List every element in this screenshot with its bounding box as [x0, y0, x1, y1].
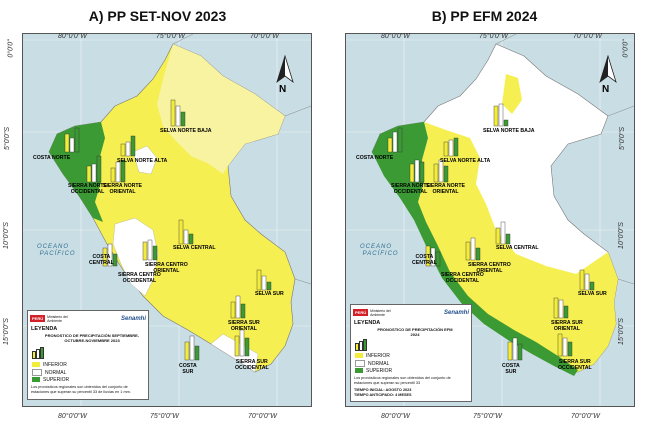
- label-sierra-sur-occidental: SIERRA SUR OCCIDENTAL: [558, 359, 592, 371]
- north-label: N: [602, 84, 610, 95]
- legend-title: LEYENDA: [354, 320, 381, 326]
- label-sierra-sur-occidental: SIERRA SUR OCCIDENTAL: [235, 359, 269, 371]
- label-costa-central: COSTA CENTRAL: [412, 254, 437, 266]
- label-sierra-norte-oriental: SIERRA NORTE ORIENTAL: [426, 183, 466, 195]
- lon-label-top: 70°0'0"W: [573, 33, 602, 40]
- panel-b: B) PP EFM 2024: [327, 0, 642, 437]
- lon-label-top: 80°0'0"W: [58, 33, 87, 40]
- forecast-bars: [64, 99, 272, 361]
- legend: PERÚ Ministerio del Ambiente Senamhi LEY…: [27, 310, 149, 400]
- label-costa-sur: COSTA SUR: [502, 363, 520, 375]
- label-sierra-centro-occidental: SIERRA CENTRO OCCIDENTAL: [118, 272, 161, 284]
- label-sierra-centro-oriental: SIERRA CENTRO ORIENTAL: [468, 262, 511, 274]
- panel-title: B) PP EFM 2024: [431, 8, 538, 24]
- lat-label: 15°0'0"S: [617, 318, 625, 345]
- label-costa-norte: COSTA NORTE: [33, 155, 71, 161]
- peru-logo: PERÚ: [30, 315, 46, 322]
- map-frame: SELVA NORTE BAJA COSTA NORTE SELVA NORTE…: [22, 33, 312, 407]
- lon-label-bottom: 75°0'0"W: [473, 413, 502, 420]
- lat-label: 0°0'0": [622, 39, 630, 58]
- senamhi-logo: Senamhi: [443, 309, 469, 316]
- map-frame: SELVA NORTE BAJA COSTA NORTE SELVA NORTE…: [345, 33, 635, 407]
- label-costa-central: COSTA CENTRAL: [89, 254, 114, 266]
- label-sierra-centro-oriental: SIERRA CENTRO ORIENTAL: [145, 262, 188, 274]
- label-selva-norte-alta: SELVA NORTE ALTA: [440, 158, 491, 164]
- legend-bars-icon: [355, 339, 367, 353]
- lon-label-bottom: 75°0'0"W: [150, 413, 179, 420]
- lon-label-bottom: 80°0'0"W: [58, 413, 87, 420]
- legend-title: LEYENDA: [31, 326, 58, 332]
- legend-note: Los pronósticos regionales son obtenidos…: [31, 385, 131, 394]
- superior-coast-north: [49, 122, 105, 222]
- label-sierra-sur-oriental: SIERRA SUR ORIENTAL: [551, 320, 583, 332]
- legend-note: Los pronósticos regionales son obtenidos…: [354, 376, 451, 385]
- logo-strip: PERÚ Ministerio del Ambiente Senamhi: [30, 313, 146, 324]
- lon-label-top: 75°0'0"W: [156, 33, 185, 40]
- lon-label-bottom: 70°0'0"W: [571, 413, 600, 420]
- north-arrow-icon: [599, 54, 617, 84]
- lon-label-top: 70°0'0"W: [250, 33, 279, 40]
- label-selva-central: SELVA CENTRAL: [496, 245, 539, 251]
- north-arrow-icon: [276, 54, 294, 84]
- lon-label-top: 80°0'0"W: [381, 33, 410, 40]
- panel-a: A) PP SET-NOV 2023: [0, 0, 315, 437]
- label-sierra-norte-occidental: SIERRA NORTE OCCIDENTAL: [391, 183, 431, 195]
- lat-label: 5°0'0"S: [3, 127, 11, 150]
- legend-bars-icon: [32, 347, 44, 361]
- lon-label-bottom: 70°0'0"W: [248, 413, 277, 420]
- senamhi-logo: Senamhi: [120, 315, 146, 322]
- peru-map: [23, 34, 311, 406]
- lon-label-top: 75°0'0"W: [479, 33, 508, 40]
- label-selva-norte-alta: SELVA NORTE ALTA: [117, 158, 168, 164]
- superior-coast: [372, 122, 578, 376]
- north-label: N: [279, 84, 287, 95]
- panel-title: A) PP SET-NOV 2023: [88, 8, 227, 24]
- lon-label-bottom: 80°0'0"W: [381, 413, 410, 420]
- forecast-bars: [387, 103, 595, 361]
- legend-subtitle: PRONOSTICO DE PRECIPITACIÓN EFM 2024: [377, 327, 453, 337]
- legend-items: INFERIOR NORMAL SUPERIOR: [355, 353, 392, 375]
- peru-map: [346, 34, 634, 406]
- logo-strip: PERÚ Ministerio del Ambiente Senamhi: [353, 307, 469, 318]
- label-selva-norte-baja: SELVA NORTE BAJA: [160, 128, 212, 134]
- label-selva-sur: SELVA SUR: [255, 291, 284, 297]
- peru-logo: PERÚ: [353, 309, 369, 316]
- label-selva-sur: SELVA SUR: [578, 291, 607, 297]
- label-selva-norte-baja: SELVA NORTE BAJA: [483, 128, 535, 134]
- legend-footer: TIEMPO INICIAL: AGOSTO 2023 TIEMPO ANTIC…: [354, 388, 412, 397]
- lat-label: 15°0'0"S: [2, 318, 10, 345]
- legend-items: INFERIOR NORMAL SUPERIOR: [32, 362, 69, 384]
- label-selva-central: SELVA CENTRAL: [173, 245, 216, 251]
- lat-label: 0°0'0": [7, 39, 15, 58]
- ministry-logo: Ministerio del Ambiente: [370, 308, 391, 317]
- legend: PERÚ Ministerio del Ambiente Senamhi LEY…: [350, 304, 472, 402]
- ocean-label: OCEANO PACÍFICO: [360, 244, 399, 257]
- label-sierra-norte-oriental: SIERRA NORTE ORIENTAL: [103, 183, 143, 195]
- ocean-label: OCEANO PACÍFICO: [37, 244, 76, 257]
- lat-label: 10°0'0"S: [2, 222, 10, 249]
- lat-label: 5°0'0"S: [618, 127, 626, 150]
- label-sierra-sur-oriental: SIERRA SUR ORIENTAL: [228, 320, 260, 332]
- lat-label: 10°0'0"S: [617, 222, 625, 249]
- label-sierra-norte-occidental: SIERRA NORTE OCCIDENTAL: [68, 183, 108, 195]
- label-sierra-centro-occidental: SIERRA CENTRO OCCIDENTAL: [441, 272, 484, 284]
- ministry-logo: Ministerio del Ambiente: [47, 314, 68, 323]
- label-costa-sur: COSTA SUR: [179, 363, 197, 375]
- legend-subtitle: PRONOSTICO DE PRECIPITACIÓN SEPTIEMBRE-O…: [44, 333, 140, 343]
- label-costa-norte: COSTA NORTE: [356, 155, 394, 161]
